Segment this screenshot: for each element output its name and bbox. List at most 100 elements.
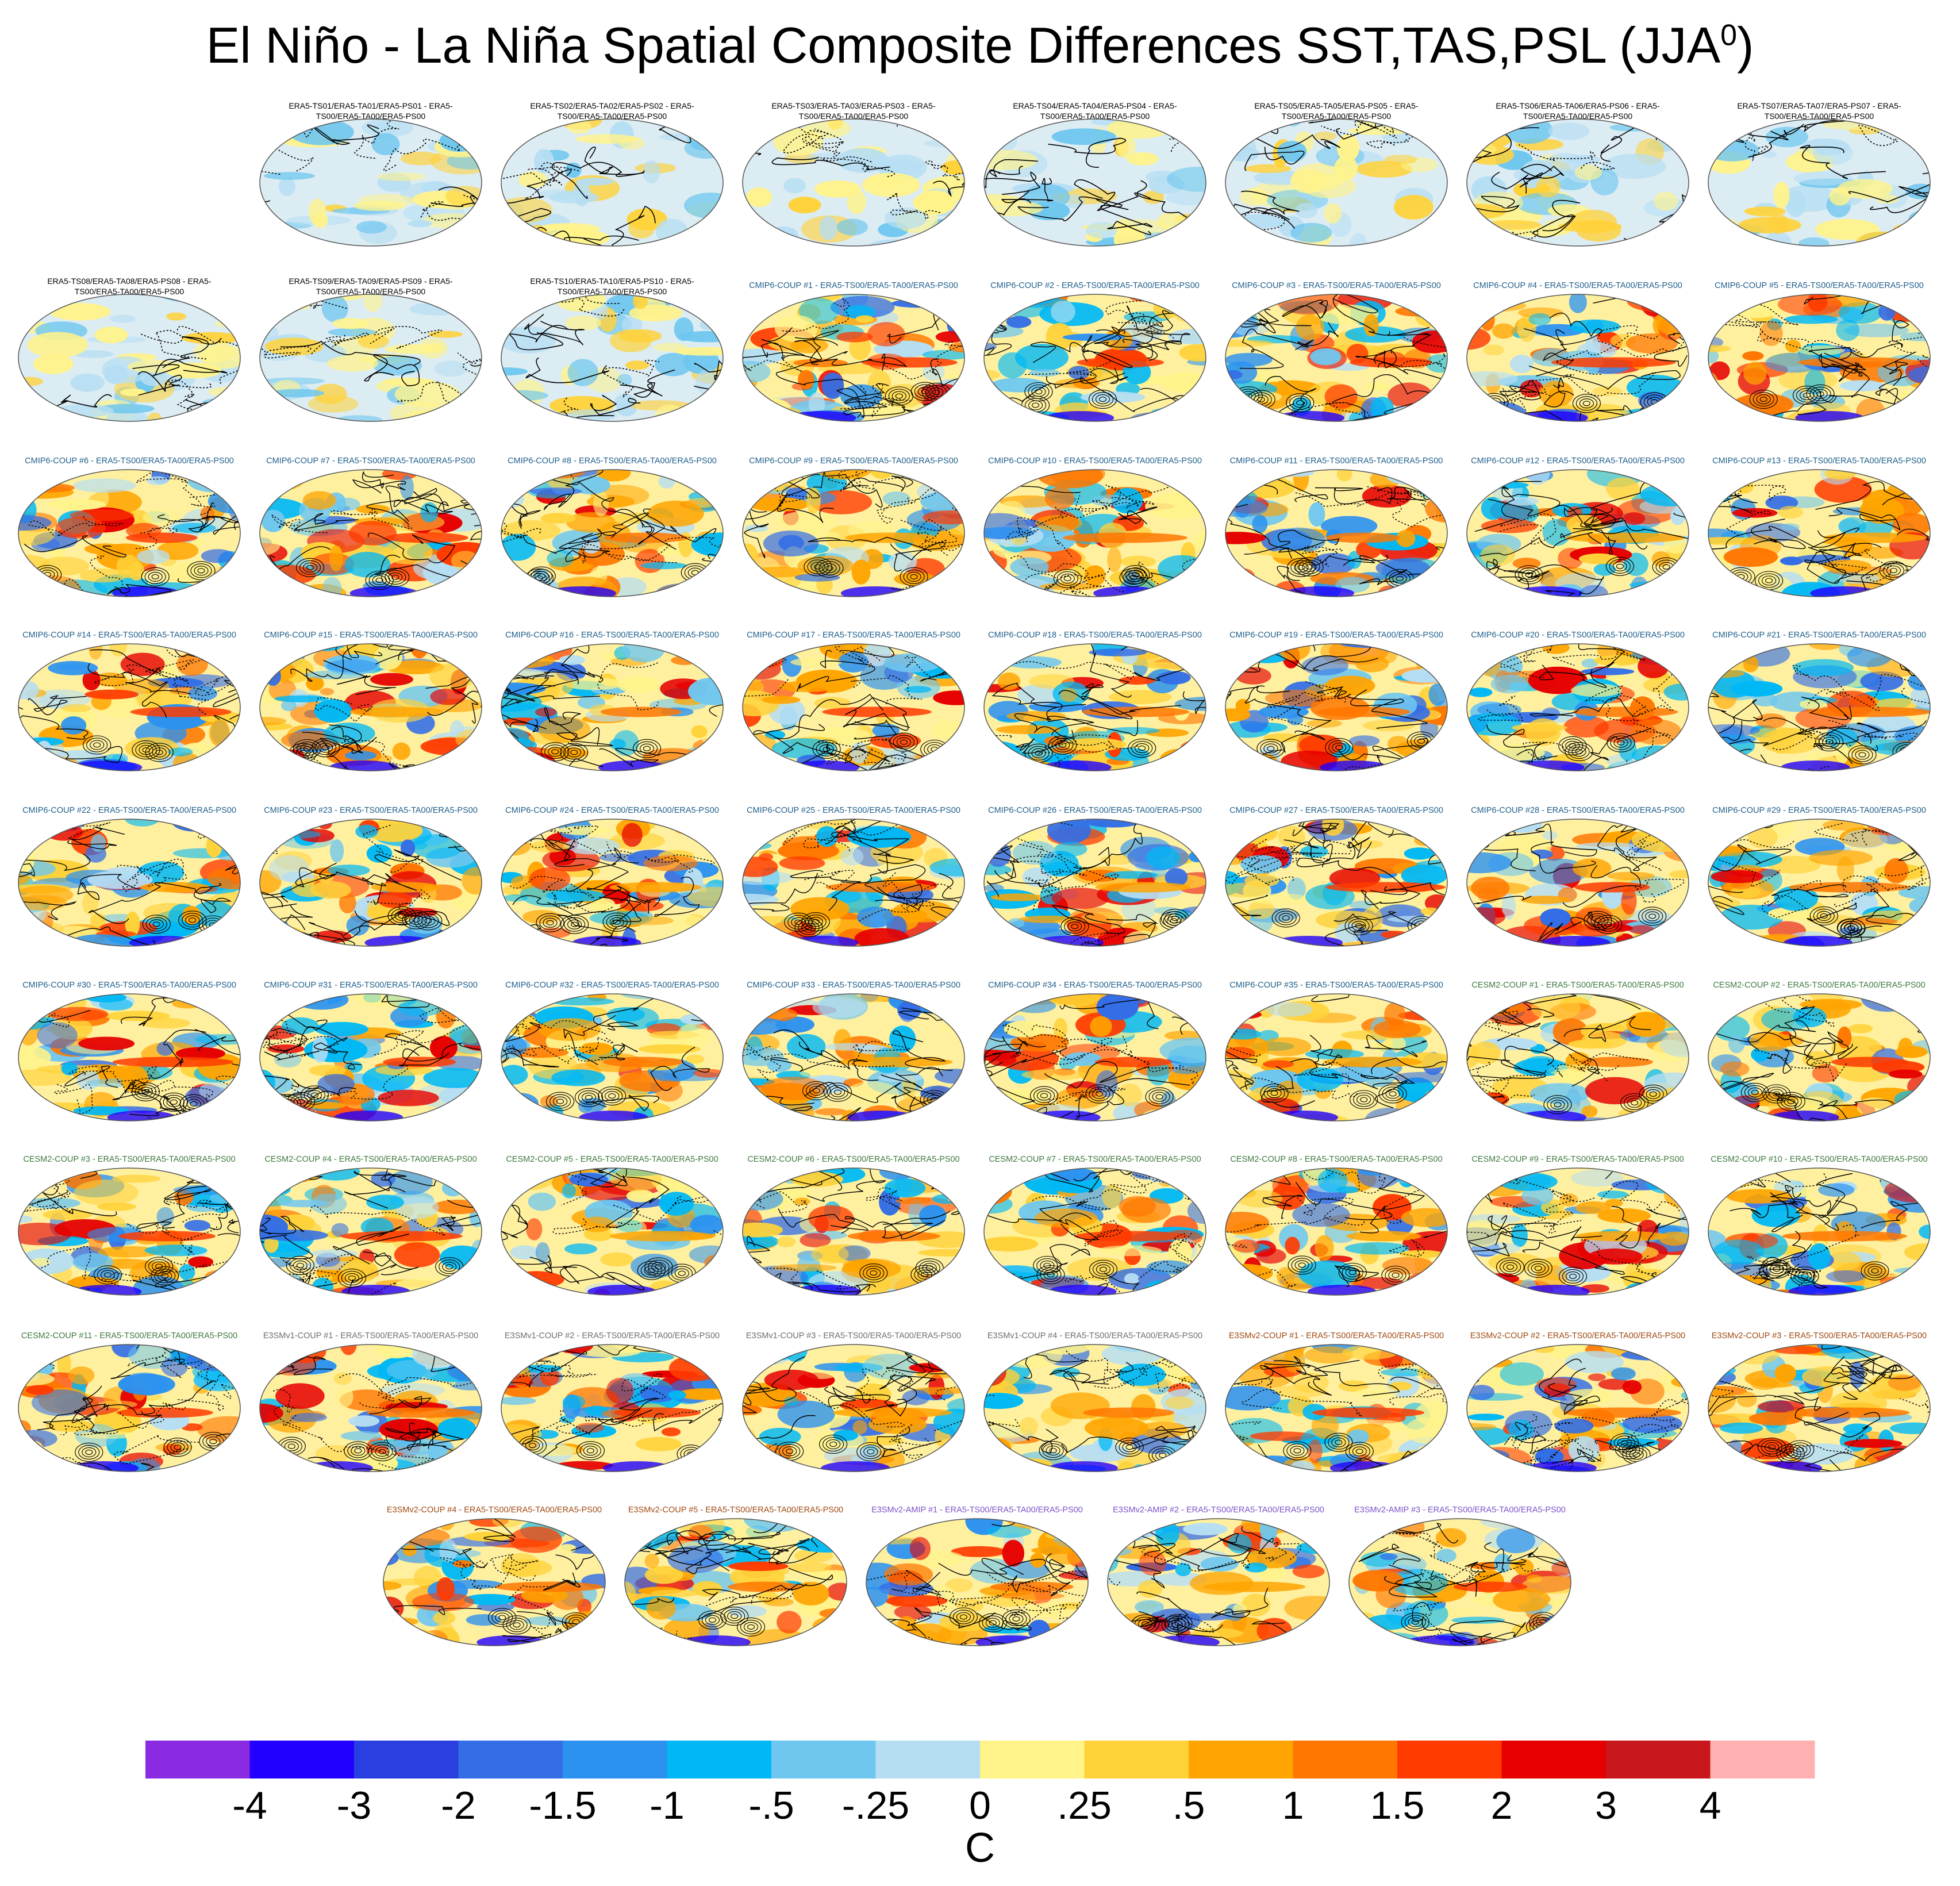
panel-map [501,643,724,771]
panel-title: ERA5-TS05/ERA5-TA05/ERA5-PS05 - ERA5-TS0… [1254,101,1419,121]
panel-map [259,294,482,422]
map-panel: E3SMv2-COUP #1 - ERA5-TS00/ERA5-TA00/ERA… [1219,1320,1454,1476]
panel-title: CMIP6-COUP #22 - ERA5-TS00/ERA5-TA00/ERA… [22,806,236,815]
map-panel: CMIP6-COUP #5 - ERA5-TS00/ERA5-TA00/ERA5… [1701,270,1937,425]
map-panel: CMIP6-COUP #24 - ERA5-TS00/ERA5-TA00/ERA… [494,795,730,950]
map-panel: CMIP6-COUP #20 - ERA5-TS00/ERA5-TA00/ERA… [1460,620,1696,775]
panel-map [1466,118,1689,247]
panel-map [742,1344,965,1472]
map-panel: CMIP6-COUP #33 - ERA5-TS00/ERA5-TA00/ERA… [736,970,971,1125]
map-panel: CMIP6-COUP #17 - ERA5-TS00/ERA5-TA00/ERA… [736,620,971,775]
panel-map [259,1167,482,1296]
panel-map [1225,643,1448,771]
panel-map [1225,1344,1448,1472]
map-panel: CESM2-COUP #6 - ERA5-TS00/ERA5-TA00/ERA5… [736,1144,971,1299]
panel-title: CMIP6-COUP #21 - ERA5-TS00/ERA5-TA00/ERA… [1712,631,1926,640]
map-panel: CMIP6-COUP #4 - ERA5-TS00/ERA5-TA00/ERA5… [1460,270,1696,425]
panel-title: E3SMv2-COUP #3 - ERA5-TS00/ERA5-TA00/ERA… [1711,1331,1927,1340]
panel-title: CESM2-COUP #7 - ERA5-TS00/ERA5-TA00/ERA5… [989,1155,1201,1164]
map-panel: CMIP6-COUP #30 - ERA5-TS00/ERA5-TA00/ERA… [11,970,247,1125]
map-panel: CMIP6-COUP #3 - ERA5-TS00/ERA5-TA00/ERA5… [1219,270,1454,425]
panel-map [501,294,724,422]
map-panel: CMIP6-COUP #27 - ERA5-TS00/ERA5-TA00/ERA… [1219,795,1454,950]
panel-map [1225,118,1448,247]
panel-title: E3SMv2-COUP #2 - ERA5-TS00/ERA5-TA00/ERA… [1470,1331,1686,1340]
map-panel: CMIP6-COUP #28 - ERA5-TS00/ERA5-TA00/ERA… [1460,795,1696,950]
map-panel: E3SMv2-AMIP #1 - ERA5-TS00/ERA5-TA00/ERA… [859,1495,1095,1650]
map-panel: E3SMv2-COUP #3 - ERA5-TS00/ERA5-TA00/ERA… [1701,1320,1937,1476]
panel-title: CESM2-COUP #6 - ERA5-TS00/ERA5-TA00/ERA5… [747,1155,960,1164]
panel-map [983,819,1206,947]
panel-title: CMIP6-COUP #8 - ERA5-TS00/ERA5-TA00/ERA5… [508,456,717,466]
map-panel: E3SMv2-AMIP #2 - ERA5-TS00/ERA5-TA00/ERA… [1101,1495,1336,1650]
panel-map [1225,819,1448,947]
panel-title: CMIP6-COUP #3 - ERA5-TS00/ERA5-TA00/ERA5… [1232,281,1441,290]
map-panel: CMIP6-COUP #26 - ERA5-TS00/ERA5-TA00/ERA… [977,795,1213,950]
map-panel: CESM2-COUP #2 - ERA5-TS00/ERA5-TA00/ERA5… [1701,970,1937,1125]
panel-map [259,993,482,1121]
panel-title: ERA5-TS02/ERA5-TA02/ERA5-PS02 - ERA5-TS0… [530,101,694,121]
panel-map [18,294,241,422]
panel-map [742,993,965,1121]
panel-map [259,118,482,247]
panel-map [1225,1167,1448,1296]
panel-title: E3SMv2-AMIP #2 - ERA5-TS00/ERA5-TA00/ERA… [1113,1505,1324,1515]
panel-map [1708,993,1931,1121]
panel-title: ERA5-TS01/ERA5-TA01/ERA5-PS01 - ERA5-TS0… [289,101,453,121]
panel-map [983,469,1206,597]
panel-title: CMIP6-COUP #23 - ERA5-TS00/ERA5-TA00/ERA… [264,806,478,815]
panel-title: CMIP6-COUP #35 - ERA5-TS00/ERA5-TA00/ERA… [1229,981,1443,990]
map-panel: E3SMv1-COUP #4 - ERA5-TS00/ERA5-TA00/ERA… [977,1320,1213,1476]
panel-title: E3SMv2-AMIP #3 - ERA5-TS00/ERA5-TA00/ERA… [1354,1505,1566,1515]
panel-map [742,469,965,597]
map-panel: CMIP6-COUP #1 - ERA5-TS00/ERA5-TA00/ERA5… [736,270,971,425]
panel-title: CMIP6-COUP #16 - ERA5-TS00/ERA5-TA00/ERA… [505,631,719,640]
panel-map [866,1518,1089,1646]
panel-title: CMIP6-COUP #32 - ERA5-TS00/ERA5-TA00/ERA… [505,981,719,990]
panel-map [983,294,1206,422]
panel-map [983,1344,1206,1472]
map-panel: CMIP6-COUP #34 - ERA5-TS00/ERA5-TA00/ERA… [977,970,1213,1125]
map-panel: E3SMv1-COUP #1 - ERA5-TS00/ERA5-TA00/ERA… [253,1320,489,1476]
map-panel: CMIP6-COUP #12 - ERA5-TS00/ERA5-TA00/ERA… [1460,445,1696,601]
panel-map [742,819,965,947]
panel-map [983,1167,1206,1296]
panel-map [259,1344,482,1472]
panel-title: CMIP6-COUP #2 - ERA5-TS00/ERA5-TA00/ERA5… [990,281,1200,290]
map-panel: CMIP6-COUP #13 - ERA5-TS00/ERA5-TA00/ERA… [1701,445,1937,601]
panel-title: E3SMv2-COUP #5 - ERA5-TS00/ERA5-TA00/ERA… [628,1505,844,1515]
map-panel: CMIP6-COUP #9 - ERA5-TS00/ERA5-TA00/ERA5… [736,445,971,601]
map-panel: CESM2-COUP #1 - ERA5-TS00/ERA5-TA00/ERA5… [1460,970,1696,1125]
panel-title: CESM2-COUP #8 - ERA5-TS00/ERA5-TA00/ERA5… [1230,1155,1443,1164]
panel-title: CMIP6-COUP #26 - ERA5-TS00/ERA5-TA00/ERA… [988,806,1202,815]
panel-title: CESM2-COUP #3 - ERA5-TS00/ERA5-TA00/ERA5… [23,1155,236,1164]
map-panel: CMIP6-COUP #14 - ERA5-TS00/ERA5-TA00/ERA… [11,620,247,775]
panel-title: E3SMv2-COUP #4 - ERA5-TS00/ERA5-TA00/ERA… [386,1505,602,1515]
map-panel: CMIP6-COUP #16 - ERA5-TS00/ERA5-TA00/ERA… [494,620,730,775]
panel-map [1708,294,1931,422]
panel-map [742,643,965,771]
panel-map [18,469,241,597]
map-panel: ERA5-TS08/ERA5-TA08/ERA5-PS08 - ERA5-TS0… [11,270,247,425]
panel-title: E3SMv1-COUP #1 - ERA5-TS00/ERA5-TA00/ERA… [263,1331,479,1340]
map-panel: ERA5-TS03/ERA5-TA03/ERA5-PS03 - ERA5-TS0… [736,95,971,250]
map-panel: ERA5-TS05/ERA5-TA05/ERA5-PS05 - ERA5-TS0… [1219,95,1454,250]
panel-title: CMIP6-COUP #25 - ERA5-TS00/ERA5-TA00/ERA… [747,806,960,815]
panel-map [983,118,1206,247]
map-panel: CMIP6-COUP #32 - ERA5-TS00/ERA5-TA00/ERA… [494,970,730,1125]
panel-map [18,1167,241,1296]
map-panel: CMIP6-COUP #2 - ERA5-TS00/ERA5-TA00/ERA5… [977,270,1213,425]
panel-map [983,993,1206,1121]
panel-map [742,294,965,422]
panel-map [501,469,724,597]
map-panel: E3SMv2-COUP #5 - ERA5-TS00/ERA5-TA00/ERA… [618,1495,854,1650]
panel-map [1708,643,1931,771]
map-panel: CMIP6-COUP #23 - ERA5-TS00/ERA5-TA00/ERA… [253,795,489,950]
panel-title: ERA5-TS03/ERA5-TA03/ERA5-PS03 - ERA5-TS0… [771,101,936,121]
panel-map [742,1167,965,1296]
map-panel: CMIP6-COUP #31 - ERA5-TS00/ERA5-TA00/ERA… [253,970,489,1125]
panel-title: CMIP6-COUP #24 - ERA5-TS00/ERA5-TA00/ERA… [505,806,719,815]
map-panel: CESM2-COUP #4 - ERA5-TS00/ERA5-TA00/ERA5… [253,1144,489,1299]
map-panel: CMIP6-COUP #29 - ERA5-TS00/ERA5-TA00/ERA… [1701,795,1937,950]
